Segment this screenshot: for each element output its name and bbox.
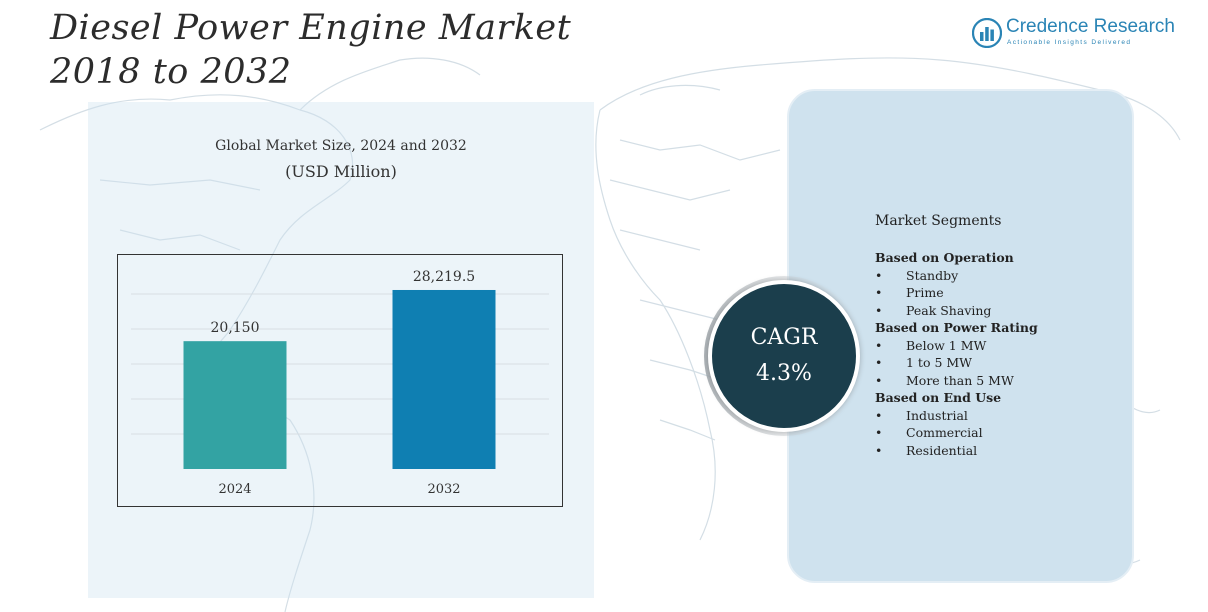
bar-2024 xyxy=(183,341,287,469)
page-title: Diesel Power Engine Market 2018 to 2032 xyxy=(50,6,571,94)
cagr-value: 4.3% xyxy=(756,361,812,386)
segment-item: Peak Shaving xyxy=(875,302,1135,320)
segment-item: More than 5 MW xyxy=(875,372,1135,390)
brand-tagline: Actionable Insights Delivered xyxy=(1007,39,1132,46)
cagr-badge xyxy=(708,280,860,432)
segment-groups: Based on Operation StandbyPrimePeak Shavi… xyxy=(875,249,1135,459)
segments-title: Market Segments xyxy=(875,213,1002,229)
segment-item: Below 1 MW xyxy=(875,337,1135,355)
chart-unit: (USD Million) xyxy=(285,162,397,181)
segment-item: Commercial xyxy=(875,424,1135,442)
bar-value-label: 20,150 xyxy=(211,320,260,336)
brand-logo: Credence Research Actionable Insights De… xyxy=(972,16,1175,50)
market-size-bar-chart: 20,150 2024 28,219.5 2032 xyxy=(117,254,563,507)
segment-item: Prime xyxy=(875,284,1135,302)
chart-title: Global Market Size, 2024 and 2032 xyxy=(215,138,467,154)
title-line-1: Diesel Power Engine Market xyxy=(50,8,572,48)
title-line-2: 2018 to 2032 xyxy=(50,52,292,92)
bar-chart-logo-icon xyxy=(972,18,1002,48)
segment-item: 1 to 5 MW xyxy=(875,354,1135,372)
market-size-panel: Global Market Size, 2024 and 2032 (USD M… xyxy=(88,102,594,598)
segment-item: Industrial xyxy=(875,407,1135,425)
segment-group-title: Based on Power Rating xyxy=(875,320,1038,335)
cagr-label: CAGR xyxy=(750,325,818,350)
category-label: 2024 xyxy=(218,482,251,497)
chart-frame xyxy=(117,254,563,507)
segment-group-title: Based on Operation xyxy=(875,250,1014,265)
market-segments: Market Segments Based on Operation Standb… xyxy=(875,213,1135,459)
category-label: 2032 xyxy=(427,482,460,497)
segment-item: Residential xyxy=(875,442,1135,460)
brand-name: Credence Research xyxy=(1006,16,1175,37)
bar-value-label: 28,219.5 xyxy=(413,269,475,285)
bar-2032 xyxy=(392,289,496,469)
chart-bars: 20,150 2024 28,219.5 2032 xyxy=(183,269,496,497)
segment-group-title: Based on End Use xyxy=(875,390,1002,405)
segment-item: Standby xyxy=(875,267,1135,285)
